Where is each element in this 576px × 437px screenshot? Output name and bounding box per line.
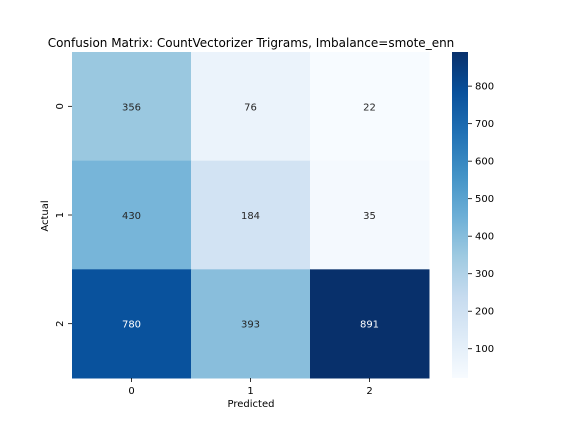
heatmap-cell <box>310 269 430 379</box>
colorbar-tick-label: 800 <box>475 82 494 93</box>
colorbar-tick-label: 100 <box>475 344 494 355</box>
heatmap-cell-label: 76 <box>244 102 257 113</box>
chart-title: Confusion Matrix: CountVectorizer Trigra… <box>48 36 455 50</box>
heatmap-cell-label: 393 <box>241 320 260 331</box>
heatmap-cells <box>72 52 430 379</box>
heatmap-cell <box>310 52 430 162</box>
heatmap-cell <box>72 269 192 379</box>
y-tick-label: 0 <box>55 103 66 109</box>
heatmap-cell-label: 184 <box>241 211 260 222</box>
x-axis-label: Predicted <box>228 399 275 410</box>
heatmap-cell <box>191 52 311 162</box>
heatmap-cell <box>191 160 311 270</box>
colorbar-axis: 100 200 300 400 500 600 700 800 <box>468 82 494 355</box>
heatmap-cell <box>72 160 192 270</box>
x-axis: 0 1 2 <box>128 378 373 397</box>
heatmap-cell-label: 891 <box>360 320 379 331</box>
heatmap-cell <box>191 269 311 379</box>
heatmap-cell <box>310 160 430 270</box>
heatmap-cell-label: 35 <box>363 211 376 222</box>
heatmap-cell-label: 22 <box>363 102 376 113</box>
colorbar-tick-label: 400 <box>475 232 494 243</box>
y-tick-label: 2 <box>55 320 66 326</box>
heatmap-cell-labels: 356 76 22 430 184 35 780 393 891 <box>122 102 379 330</box>
colorbar-tick-label: 500 <box>475 194 494 205</box>
heatmap-cell-label: 356 <box>122 102 141 113</box>
colorbar-tick-label: 300 <box>475 269 494 280</box>
colorbar-tick-label: 600 <box>475 157 494 168</box>
y-axis-label: Actual <box>40 200 51 231</box>
colorbar-tick-label: 200 <box>475 307 494 318</box>
x-tick-label: 1 <box>247 386 253 397</box>
heatmap-cell <box>72 52 192 162</box>
x-tick-label: 2 <box>366 386 372 397</box>
heatmap-cell-label: 780 <box>122 320 141 331</box>
colorbar <box>452 52 468 378</box>
x-tick-label: 0 <box>128 386 134 397</box>
heatmap-cell-label: 430 <box>122 211 141 222</box>
y-tick-label: 1 <box>55 212 66 218</box>
colorbar-tick-label: 700 <box>475 119 494 130</box>
y-axis: 0 1 2 <box>55 103 72 327</box>
